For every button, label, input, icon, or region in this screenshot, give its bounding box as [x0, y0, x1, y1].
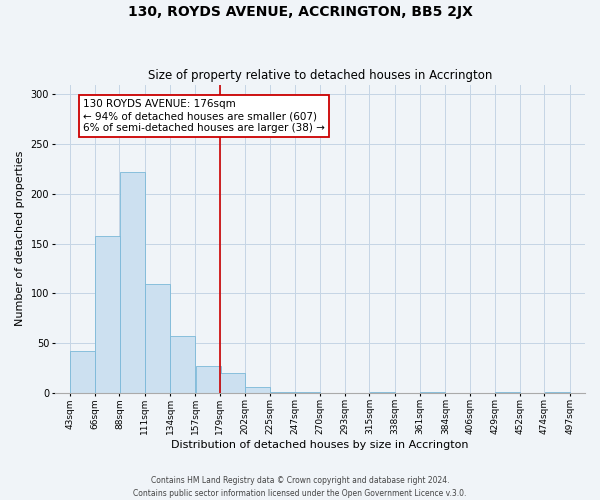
Bar: [70, 351, 95, 393]
Bar: [95, 236, 121, 392]
Bar: [145, 284, 170, 393]
Bar: [245, 386, 270, 392]
Title: Size of property relative to detached houses in Accrington: Size of property relative to detached ho…: [148, 69, 492, 82]
Bar: [220, 372, 245, 392]
X-axis label: Distribution of detached houses by size in Accrington: Distribution of detached houses by size …: [171, 440, 469, 450]
Bar: [170, 336, 195, 392]
Bar: [196, 366, 221, 392]
Text: Contains HM Land Registry data © Crown copyright and database right 2024.
Contai: Contains HM Land Registry data © Crown c…: [133, 476, 467, 498]
Text: 130, ROYDS AVENUE, ACCRINGTON, BB5 2JX: 130, ROYDS AVENUE, ACCRINGTON, BB5 2JX: [128, 5, 472, 19]
Text: 130 ROYDS AVENUE: 176sqm
← 94% of detached houses are smaller (607)
6% of semi-d: 130 ROYDS AVENUE: 176sqm ← 94% of detach…: [83, 100, 325, 132]
Bar: [119, 172, 145, 392]
Y-axis label: Number of detached properties: Number of detached properties: [15, 151, 25, 326]
